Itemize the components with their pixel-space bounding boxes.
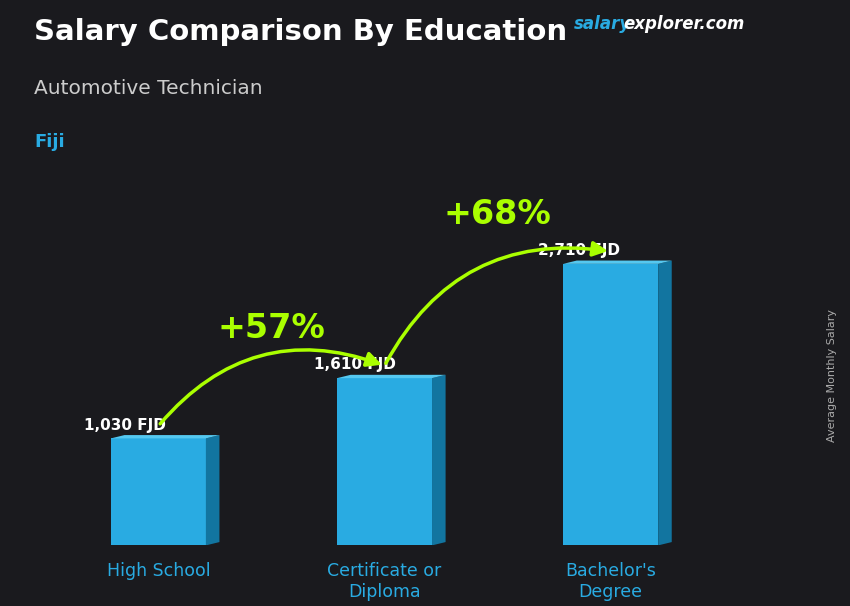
Polygon shape xyxy=(110,438,206,545)
Text: Automotive Technician: Automotive Technician xyxy=(34,79,263,98)
Text: Salary Comparison By Education: Salary Comparison By Education xyxy=(34,18,567,46)
Text: salary: salary xyxy=(574,15,631,33)
Text: 2,710 FJD: 2,710 FJD xyxy=(538,243,620,258)
Polygon shape xyxy=(110,435,219,438)
Polygon shape xyxy=(432,375,445,545)
Polygon shape xyxy=(337,378,432,545)
Text: Fiji: Fiji xyxy=(34,133,65,152)
Text: 1,030 FJD: 1,030 FJD xyxy=(83,418,166,433)
Text: +57%: +57% xyxy=(218,311,326,345)
Polygon shape xyxy=(337,375,445,378)
Text: explorer.com: explorer.com xyxy=(623,15,745,33)
Polygon shape xyxy=(564,261,672,264)
Polygon shape xyxy=(564,264,658,545)
Text: Average Monthly Salary: Average Monthly Salary xyxy=(827,309,837,442)
Text: +68%: +68% xyxy=(444,198,552,230)
Polygon shape xyxy=(658,261,672,545)
Text: 1,610 FJD: 1,610 FJD xyxy=(314,358,396,373)
Polygon shape xyxy=(206,435,219,545)
